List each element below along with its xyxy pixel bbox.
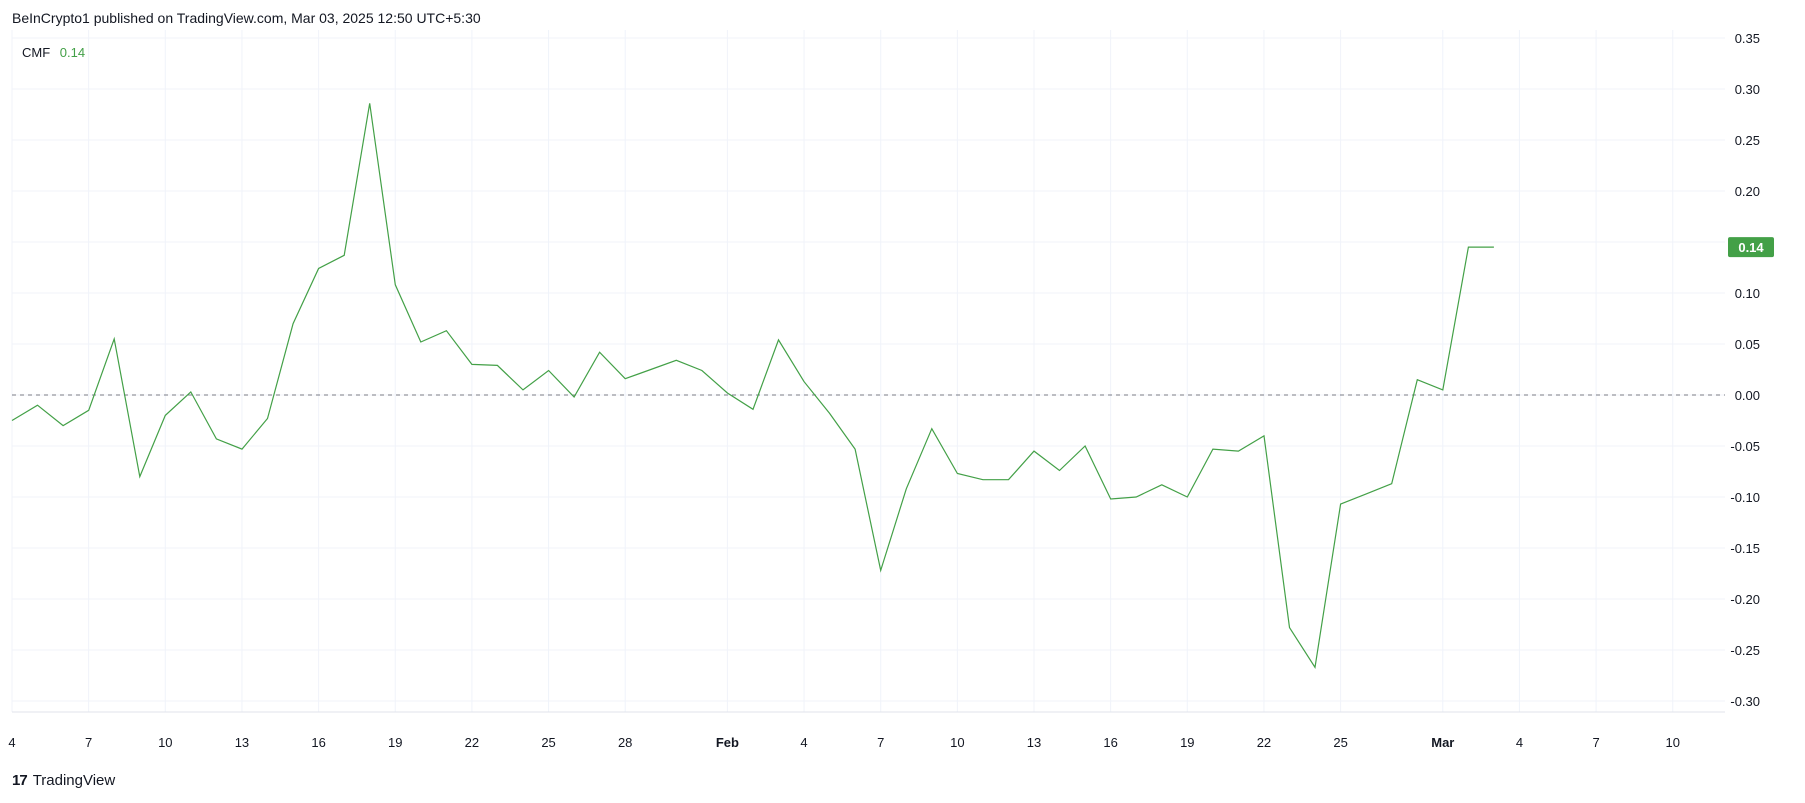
y-tick-label: -0.05 [1730,439,1760,454]
x-tick-label: 4 [1516,735,1523,750]
x-tick-label: 25 [1333,735,1347,750]
x-tick-label: 10 [1666,735,1680,750]
y-tick-label: 0.05 [1735,337,1760,352]
publish-info: BeInCrypto1 published on TradingView.com… [12,10,481,26]
x-tick-label: 4 [800,735,807,750]
y-tick-label: 0.25 [1735,133,1760,148]
x-tick-label: Feb [716,735,739,750]
x-tick-label: 10 [158,735,172,750]
x-tick-label: 19 [388,735,402,750]
indicator-name: CMF [22,45,51,60]
x-tick-label: 4 [8,735,15,750]
x-tick-label: 7 [85,735,92,750]
last-value-badge-bg [1728,237,1774,258]
x-tick-label: 7 [1592,735,1599,750]
tradingview-brand: TradingView [32,772,116,789]
y-tick-label: 0.30 [1735,82,1760,97]
cmf-line [11,103,1494,669]
y-axis: 0.350.300.250.200.150.100.050.00-0.05-0.… [1730,31,1760,709]
x-tick-label: 16 [1103,735,1117,750]
y-tick-label: 0.20 [1735,184,1760,199]
x-tick-label: 22 [465,735,479,750]
y-tick-label: -0.15 [1730,541,1760,556]
x-tick-label: 13 [235,735,249,750]
x-tick-label: 28 [618,735,632,750]
y-tick-label: 0.00 [1735,388,1760,403]
indicator-legend: CMF 0.14 [22,45,85,60]
last-value-badge-text: 0.14 [1738,240,1764,255]
x-tick-label: 13 [1027,735,1041,750]
tradingview-logo-icon: 17 [12,772,28,789]
indicator-value: 0.14 [59,45,86,60]
x-tick-label: 10 [950,735,964,750]
tradingview-footer[interactable]: 17 TradingView [12,772,115,789]
x-tick-label: 7 [877,735,884,750]
y-tick-label: -0.25 [1730,643,1760,658]
y-tick-label: 0.10 [1735,286,1760,301]
y-tick-label: -0.30 [1730,694,1760,709]
x-tick-label: Mar [1431,735,1454,750]
x-tick-label: 22 [1257,735,1271,750]
y-tick-label: -0.20 [1730,592,1760,607]
x-tick-label: 19 [1180,735,1194,750]
x-axis: 4 7 10 13 16 19 22 25 28 Feb 4 7 10 13 16 19 22 25 Mar 4 7 10 [8,735,1680,750]
y-tick-label: -0.10 [1730,490,1760,505]
last-value-badge: 0.14 [1728,237,1774,258]
series-line [11,103,1494,669]
grid-lines [11,30,1725,713]
x-tick-label: 25 [541,735,555,750]
x-tick-label: 16 [311,735,325,750]
y-tick-label: 0.35 [1735,31,1760,46]
